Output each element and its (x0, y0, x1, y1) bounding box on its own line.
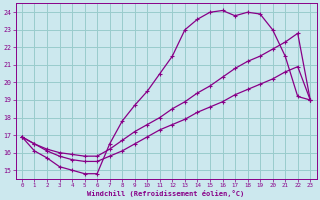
X-axis label: Windchill (Refroidissement éolien,°C): Windchill (Refroidissement éolien,°C) (87, 190, 245, 197)
